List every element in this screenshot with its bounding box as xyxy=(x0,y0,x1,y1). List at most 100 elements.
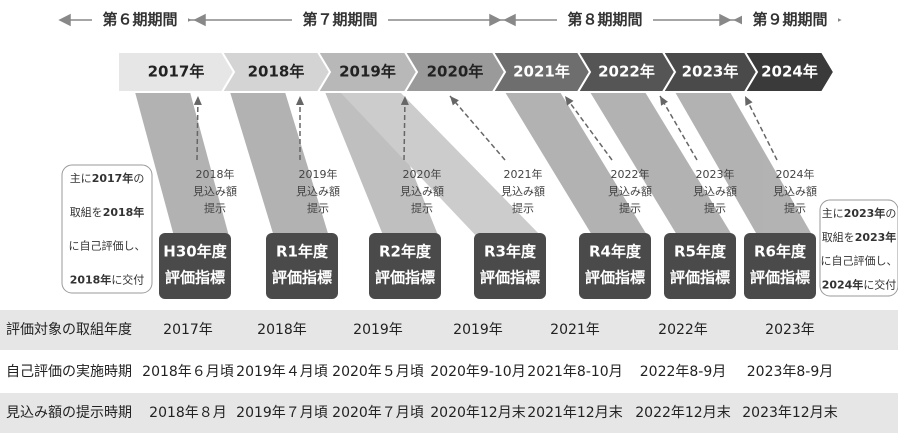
table-cell: 2020年9-10月 xyxy=(430,364,525,380)
arrow-head xyxy=(565,96,574,106)
estimate-text: 提示 xyxy=(411,202,433,215)
arrow-head xyxy=(296,96,304,105)
estimate-arrow xyxy=(564,95,613,161)
estimate-text: 提示 xyxy=(512,202,534,215)
table-cell: 2019年 xyxy=(453,322,503,338)
estimate-text: 2020年 xyxy=(403,167,442,181)
estimate-text: 提示 xyxy=(307,202,329,215)
indicator-text: R2年度 xyxy=(379,243,432,261)
estimate-text: 2018年 xyxy=(196,167,235,181)
note-line: に自己評価し、 xyxy=(821,254,898,268)
indicator-box xyxy=(266,233,338,299)
table-cell: 2018年 xyxy=(257,322,307,338)
note-segment: 2017年 xyxy=(92,171,134,185)
table-cell: 2020年７月頃 xyxy=(332,405,424,421)
year-label: 2019年 xyxy=(339,63,396,81)
bands xyxy=(135,92,815,240)
row-bg xyxy=(0,393,898,433)
period-bg xyxy=(292,8,388,32)
indicator-text: R5年度 xyxy=(674,243,727,261)
indicator-box xyxy=(369,233,441,299)
period-label: 第９期期間 xyxy=(752,11,827,29)
estimate-text: 提示 xyxy=(204,202,226,215)
year-label: 2022年 xyxy=(598,63,655,81)
table-cell: 2017年 xyxy=(163,322,213,338)
note-segment: の xyxy=(133,172,144,185)
note-segment: 2023年 xyxy=(855,230,897,244)
note-segment: に交付 xyxy=(111,272,144,286)
note-segment: に交付 xyxy=(863,277,896,291)
arrow-head xyxy=(450,96,459,106)
arrow-head xyxy=(400,96,409,106)
table-cell: 2021年8-10月 xyxy=(527,364,622,380)
note-segment: に自己評価し、 xyxy=(69,239,146,253)
estimate-text: 2021年 xyxy=(504,167,543,181)
table-cell: 2023年8-9月 xyxy=(747,364,834,380)
row-header: 見込み額の提示時期 xyxy=(6,405,132,421)
estimate-text: 見込み額 xyxy=(193,185,237,198)
estimate-arrow xyxy=(196,95,199,161)
estimate-text: 2019年 xyxy=(299,167,338,181)
indicator-text: R4年度 xyxy=(589,243,642,261)
table-cell: 2019年 xyxy=(353,322,403,338)
estimate-text: 見込み額 xyxy=(400,185,444,198)
note-line: 取組を2023年 xyxy=(822,230,897,244)
estimate-text: 見込み額 xyxy=(693,185,737,198)
note-segment: の xyxy=(885,207,896,220)
note-segment: 2023年 xyxy=(844,206,886,220)
year-label: 2018年 xyxy=(248,63,305,81)
period-label: 第６期期間 xyxy=(102,11,177,29)
table-cell: 2021年12月末 xyxy=(527,405,622,421)
estimate-text: 2024年 xyxy=(776,167,815,181)
indicator-text: 評価指標 xyxy=(750,269,810,287)
indicator-box xyxy=(744,233,816,299)
table-cell: 2018年８月 xyxy=(149,405,227,421)
estimate-arrow xyxy=(659,95,698,161)
period-bg xyxy=(742,8,838,32)
note-segment: に自己評価し、 xyxy=(821,254,898,268)
indicator-box xyxy=(579,233,651,299)
arrow-head xyxy=(745,96,753,106)
indicator-text: 評価指標 xyxy=(272,269,332,287)
row-header: 評価対象の取組年度 xyxy=(6,322,132,338)
estimate-arrow xyxy=(449,95,506,161)
indicator-text: 評価指標 xyxy=(480,269,540,287)
estimate-text: 見込み額 xyxy=(608,185,652,198)
indicator-box xyxy=(474,233,546,299)
note-segment: 主に xyxy=(822,207,844,220)
table-cell: 2023年 xyxy=(765,322,815,338)
table-cell: 2018年６月頃 xyxy=(142,364,234,380)
year-chevron xyxy=(743,51,836,93)
table-cell: 2020年12月末 xyxy=(430,405,525,421)
indicator-text: 評価指標 xyxy=(670,269,730,287)
note-line: 主に2017年の xyxy=(70,171,145,185)
estimate-text: 見込み額 xyxy=(501,185,545,198)
row-bg xyxy=(0,310,898,350)
estimate-text: 提示 xyxy=(704,202,726,215)
indicator-text: R6年度 xyxy=(754,243,807,261)
table-cell: 2019年４月頃 xyxy=(236,364,328,380)
estimate-text: 見込み額 xyxy=(296,185,340,198)
row-header: 自己評価の実施時期 xyxy=(6,364,132,380)
indicator-text: 評価指標 xyxy=(585,269,645,287)
note-segment: 取組を xyxy=(822,231,855,244)
arrow-head xyxy=(660,96,668,106)
year-label: 2020年 xyxy=(427,63,484,81)
note-segment: 主に xyxy=(70,172,92,185)
note-line: 主に2023年の xyxy=(822,206,897,220)
indicator-box xyxy=(159,233,231,299)
indicator-text: R1年度 xyxy=(276,243,329,261)
note-segment: 2018年 xyxy=(103,205,145,219)
note-segment: 2024年 xyxy=(822,277,864,291)
estimate-text: 見込み額 xyxy=(773,185,817,198)
period-label: 第７期期間 xyxy=(302,11,377,29)
note-segment: 2018年 xyxy=(70,272,112,286)
note-box xyxy=(819,199,898,297)
table-cell: 2022年12月末 xyxy=(635,405,730,421)
estimate-arrow xyxy=(744,95,778,161)
indicator-text: H30年度 xyxy=(163,243,227,261)
note-segment: 取組を xyxy=(70,206,103,219)
period-label: 第８期期間 xyxy=(567,11,642,29)
note-line: 取組を2018年 xyxy=(70,205,145,219)
